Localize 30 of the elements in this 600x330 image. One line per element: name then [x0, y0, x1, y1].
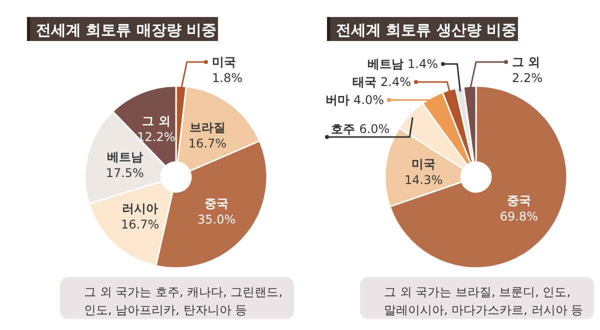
- legend-label: 그 외: [512, 55, 540, 69]
- data-label: 2.4%: [380, 75, 411, 89]
- slice-label: 중국: [506, 194, 531, 208]
- data-label: 4.0%: [354, 93, 384, 107]
- slice-label: 버마: [325, 93, 354, 107]
- slice-label: 베트남: [367, 57, 408, 71]
- data-label: 2.2%: [512, 71, 542, 85]
- chart-title: 전세계 희토류 매장량 비중: [36, 21, 217, 39]
- chart-title: 전세계 희토류 생산량 비중: [336, 21, 517, 39]
- data-label: 12.2%: [137, 130, 176, 144]
- data-label: 6.0%: [359, 122, 390, 136]
- data-label: 69.8%: [500, 210, 538, 224]
- data-label: 1.8%: [212, 71, 242, 85]
- slice-label: 중국: [204, 196, 229, 211]
- slice-label: 베트남: [106, 150, 143, 164]
- text: 그 외 국가는 브라질, 브룬디, 인도, 말레이시아, 마다가스카르, 러시아 등: [360, 277, 594, 319]
- slice-label: 호주: [331, 122, 360, 136]
- data-label: 1.4%: [408, 57, 438, 71]
- data-label: 14.3%: [404, 172, 443, 187]
- legend-label: 미국: [212, 55, 236, 69]
- text: 그 외 국가는 호주, 캐나다, 그린랜드, 인도, 남아프리카, 탄자니아 등: [60, 277, 294, 319]
- data-label: 16.7%: [188, 136, 227, 151]
- slice-label: 미국: [412, 156, 436, 171]
- slice-label: 러시아: [122, 202, 158, 216]
- slice-label: 그 외: [142, 114, 170, 128]
- data-label: 16.7%: [121, 218, 160, 232]
- slice-label: 태국: [352, 75, 380, 89]
- slice-label: 브라질: [189, 120, 226, 135]
- data-label: 17.5%: [106, 166, 144, 180]
- data-label: 35.0%: [198, 212, 236, 227]
